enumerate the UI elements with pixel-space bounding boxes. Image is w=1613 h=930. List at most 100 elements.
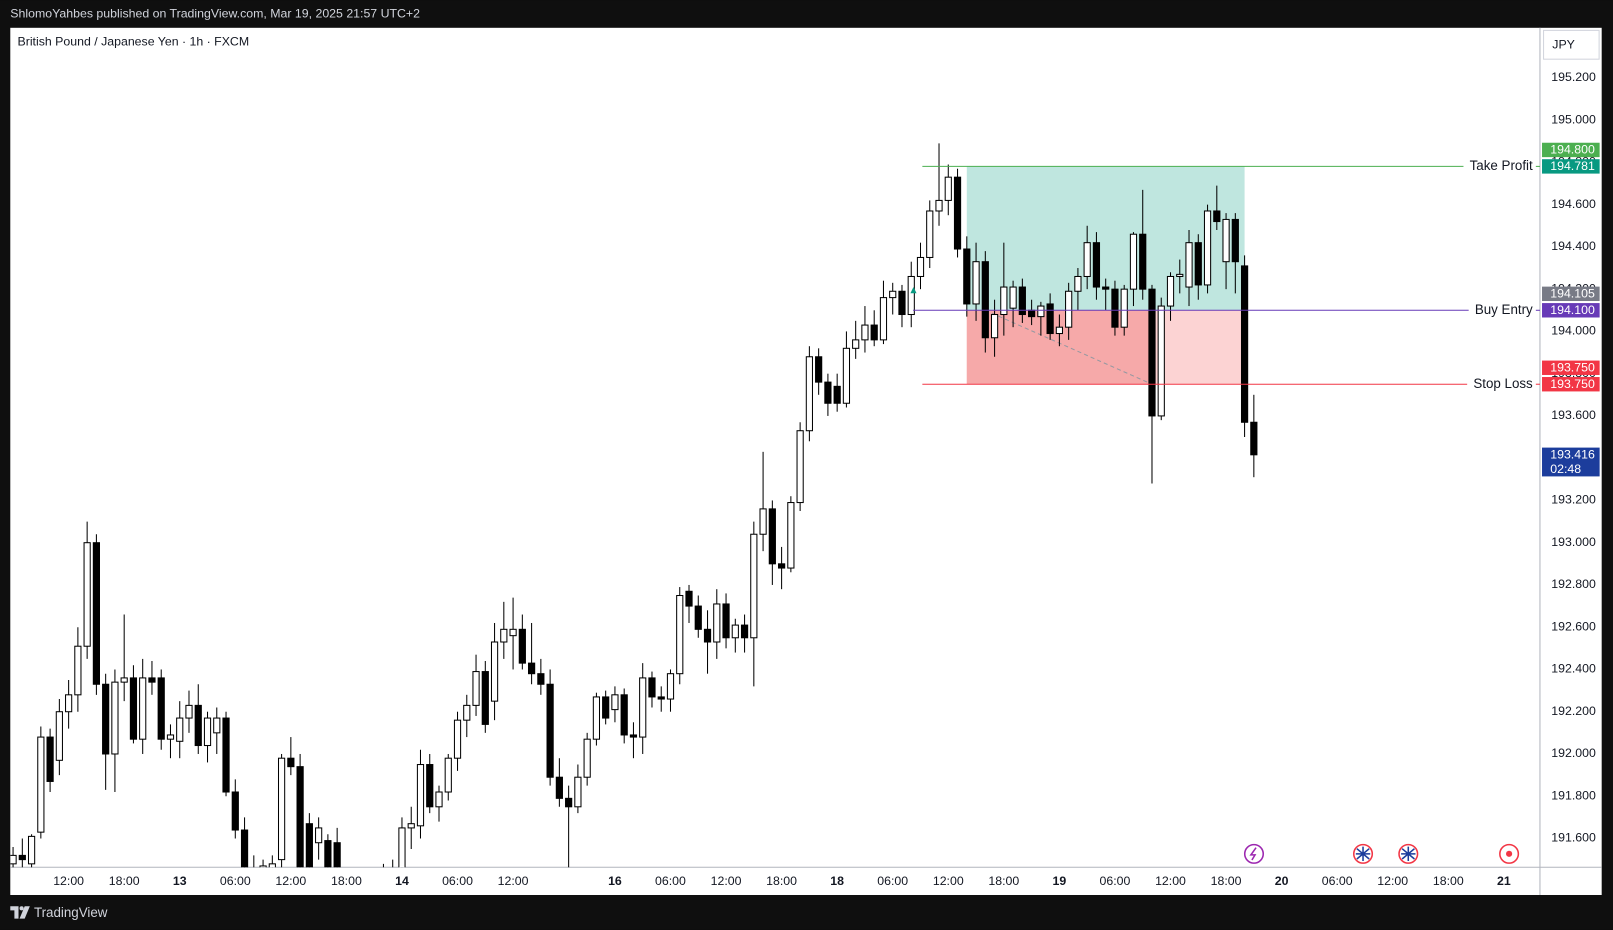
- candle-body: [740, 624, 749, 639]
- y-tick-label: 194.000: [1551, 324, 1596, 338]
- candle-body: [1055, 326, 1063, 335]
- candle-body: [1120, 288, 1128, 328]
- candle-body: [407, 823, 415, 829]
- event-icon[interactable]: [1499, 843, 1520, 864]
- candle-body: [18, 854, 26, 861]
- price-badge-label: 194.781: [1550, 159, 1595, 173]
- x-tick-day-label: 18: [830, 874, 844, 888]
- y-tick-label: 192.200: [1551, 704, 1596, 718]
- candle-body: [426, 764, 434, 808]
- price-badge: [1542, 377, 1600, 392]
- candle-body: [296, 766, 304, 868]
- candle-body: [944, 176, 952, 201]
- candle-body: [1028, 309, 1036, 318]
- y-tick-label: 193.600: [1551, 408, 1596, 422]
- x-tick-day-label: 19: [1053, 874, 1067, 888]
- candle-body: [83, 542, 91, 647]
- candle-body: [444, 757, 452, 793]
- candle-body: [277, 757, 286, 861]
- candle-body: [1111, 288, 1119, 328]
- x-tick-day-label: 16: [608, 874, 622, 888]
- candle-body: [102, 683, 110, 755]
- x-tick-day-label: 13: [173, 874, 187, 888]
- candle-body: [1102, 286, 1110, 290]
- x-tick-day-label: 20: [1275, 874, 1289, 888]
- candle-body: [1018, 286, 1026, 316]
- candle-body: [55, 711, 63, 761]
- x-tick-label: 18:00: [1211, 874, 1242, 888]
- x-tick-label: 12:00: [1155, 874, 1186, 888]
- y-tick-label: 193.200: [1551, 493, 1596, 507]
- logo-part: [19, 906, 30, 919]
- candle-body: [620, 694, 628, 736]
- candle-body: [65, 694, 73, 713]
- candle-body: [602, 696, 610, 719]
- candle-body: [166, 734, 175, 740]
- candle-body: [833, 385, 841, 404]
- candle-body: [1083, 242, 1091, 277]
- candle-body: [1176, 273, 1184, 277]
- y-tick-label: 195.200: [1551, 70, 1596, 84]
- candle-body: [92, 542, 101, 685]
- candle-body: [694, 605, 702, 630]
- x-tick-day-label: 14: [395, 874, 409, 888]
- candle-body: [120, 677, 128, 683]
- candle-body: [1148, 288, 1156, 417]
- candle-body: [768, 508, 776, 565]
- candle-body: [879, 297, 888, 341]
- candle-body: [805, 356, 813, 432]
- currency-box: [1543, 29, 1600, 60]
- candle-body: [1203, 210, 1212, 286]
- y-tick-label: 191.600: [1551, 831, 1596, 845]
- candle-body: [194, 704, 202, 747]
- candle-body: [990, 313, 999, 339]
- candle-body: [639, 677, 647, 738]
- candle-body: [574, 776, 582, 808]
- candle-body: [74, 645, 82, 696]
- candle-body: [583, 738, 591, 778]
- x-tick-label: 06:00: [1322, 874, 1353, 888]
- brand-logo: [10, 906, 30, 919]
- candle-body: [1046, 303, 1054, 335]
- candle-body: [10, 854, 17, 865]
- x-tick-label: 18:00: [109, 874, 140, 888]
- candle-body: [527, 662, 536, 675]
- candle-body: [315, 827, 323, 844]
- candle-body: [435, 791, 443, 808]
- candle-body: [1065, 290, 1073, 328]
- price-badge-label: 194.800: [1550, 143, 1595, 157]
- candle-body: [1213, 210, 1221, 223]
- candle-body: [1250, 421, 1258, 456]
- x-tick-label: 12:00: [1377, 874, 1408, 888]
- candle-body: [27, 835, 36, 865]
- x-tick-label: 12:00: [275, 874, 306, 888]
- candle-body: [815, 356, 823, 383]
- price-badge-countdown: 02:48: [1550, 462, 1581, 476]
- candle-body: [935, 199, 943, 212]
- price-badge-label: 193.750: [1550, 361, 1595, 375]
- candle-body: [1185, 242, 1193, 288]
- candle-body: [861, 324, 869, 341]
- candle-body: [842, 347, 851, 404]
- candle-body: [453, 719, 462, 759]
- candle-body: [46, 736, 54, 782]
- currency: JPY: [1552, 38, 1575, 52]
- candle-body: [518, 628, 526, 664]
- candle-body: [463, 704, 471, 721]
- event-icon[interactable]: [1243, 843, 1265, 864]
- candle-body: [611, 694, 619, 711]
- x-tick-label: 06:00: [442, 874, 473, 888]
- y-tick-label: 192.800: [1551, 577, 1596, 591]
- x-tick-label: 06:00: [655, 874, 686, 888]
- candle-body: [37, 736, 45, 833]
- candle-body: [176, 717, 184, 742]
- x-tick-label: 12:00: [498, 874, 529, 888]
- candle-body: [731, 624, 739, 639]
- level-label: Stop Loss: [1473, 376, 1533, 391]
- candle-body: [546, 683, 554, 778]
- candle-body: [203, 717, 212, 747]
- chart-area: [10, 27, 1602, 895]
- candle-body: [898, 290, 906, 316]
- price-badge-label: 193.750: [1550, 377, 1595, 391]
